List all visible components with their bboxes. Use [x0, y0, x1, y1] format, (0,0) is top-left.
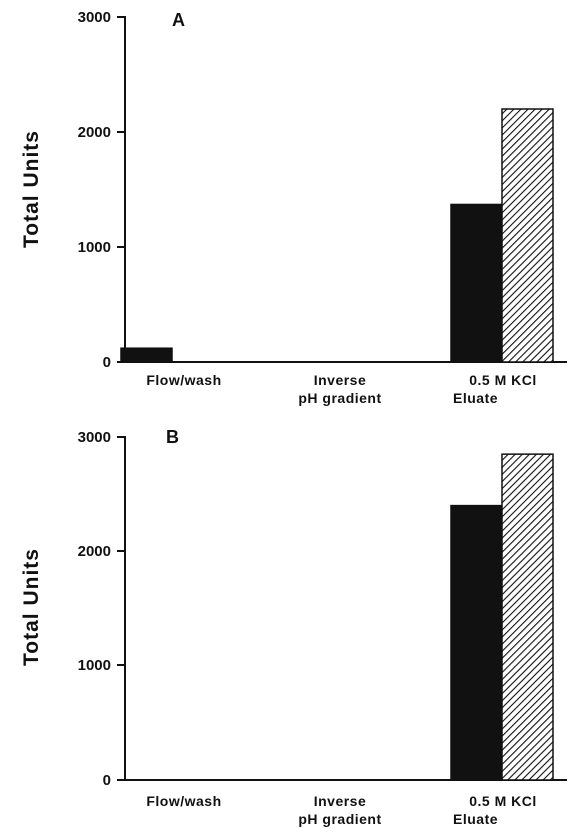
- bar-b-kcl-eluate-solid: [450, 504, 503, 781]
- y-tick-label-b-3000: 3000: [78, 429, 111, 446]
- y-tick-label-a-3000: 3000: [78, 9, 111, 26]
- category-label-b-eluate: Eluate: [453, 811, 498, 827]
- category-label-b-flow-wash: Flow/wash: [146, 793, 221, 809]
- bar-a-flow-wash-solid: [120, 347, 173, 363]
- y-tick-label-a-1000: 1000: [78, 239, 111, 256]
- panel-label-b: B: [166, 427, 179, 447]
- panel-label-a: A: [172, 10, 185, 30]
- chart-panel-a: A Total Units 3000 2000 1000 0 Flow/wash…: [20, 9, 567, 406]
- bar-a-kcl-eluate-hatched: [501, 108, 554, 363]
- category-label-a-flow-wash: Flow/wash: [146, 372, 221, 388]
- category-label-b-kcl: 0.5 M KCl: [469, 793, 537, 809]
- y-tick-label-b-0: 0: [103, 772, 111, 789]
- bars-panel-b: [450, 453, 554, 781]
- category-label-a-inverse: Inverse: [314, 372, 367, 388]
- y-tick-label-a-0: 0: [103, 354, 111, 371]
- bar-a-kcl-eluate-solid: [450, 203, 503, 363]
- category-label-a-kcl: 0.5 M KCl: [469, 372, 537, 388]
- category-label-a-eluate: Eluate: [453, 390, 498, 406]
- chart-panel-b: B Total Units 3000 2000 1000 0 Flow/wash…: [20, 427, 567, 827]
- bars-panel-a: [120, 108, 554, 363]
- category-label-b-ph-gradient: pH gradient: [298, 811, 381, 827]
- y-tick-label-b-2000: 2000: [78, 543, 111, 560]
- y-axis-label-b: Total Units: [20, 548, 43, 666]
- y-tick-label-b-1000: 1000: [78, 657, 111, 674]
- y-tick-label-a-2000: 2000: [78, 124, 111, 141]
- category-label-b-inverse: Inverse: [314, 793, 367, 809]
- bar-b-kcl-eluate-hatched: [501, 453, 554, 781]
- y-axis-label-a: Total Units: [20, 130, 43, 248]
- category-label-a-ph-gradient: pH gradient: [298, 390, 381, 406]
